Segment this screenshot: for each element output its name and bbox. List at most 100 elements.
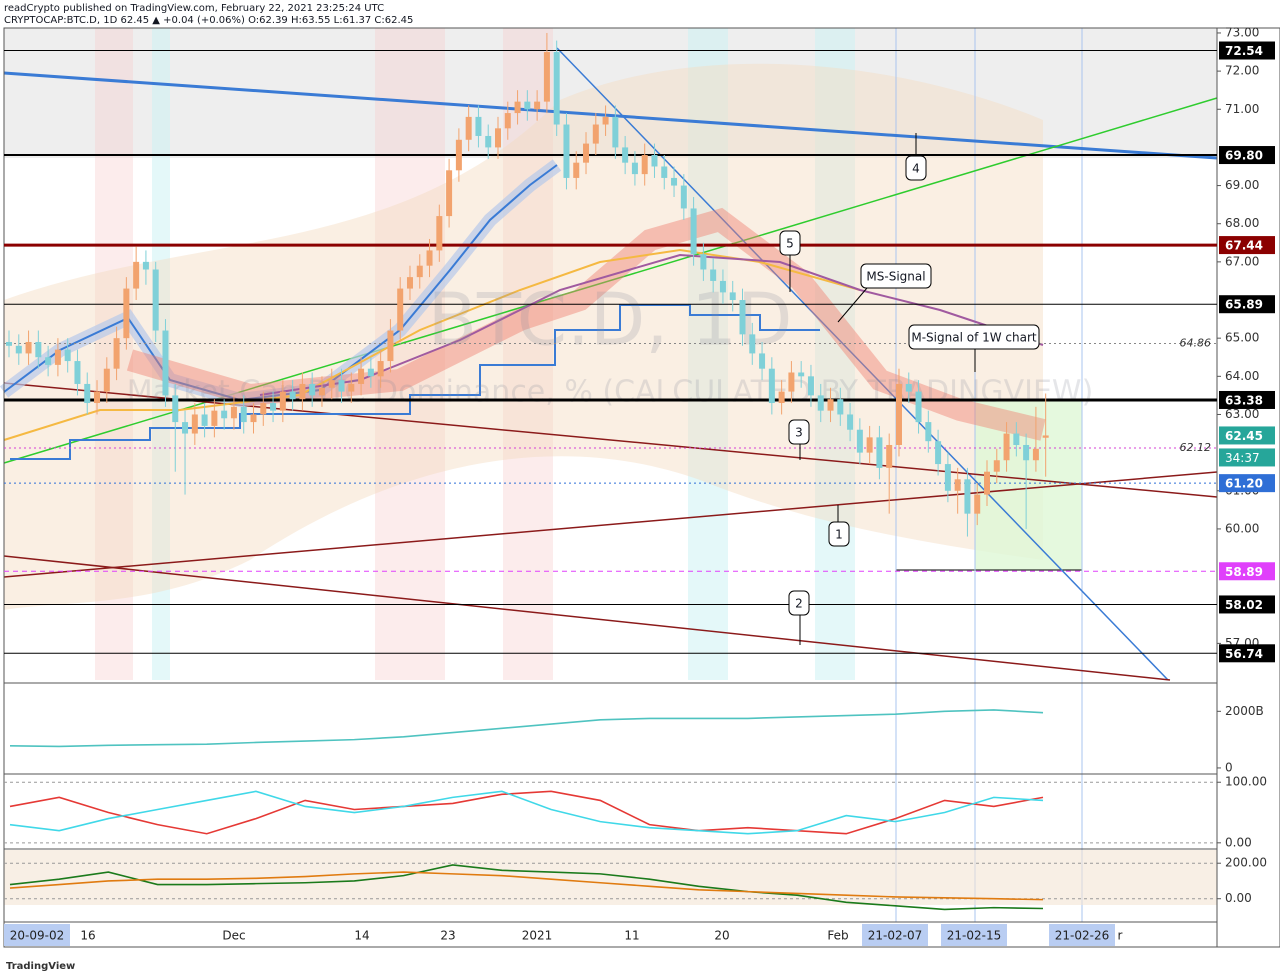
candle-body: [719, 280, 726, 293]
candle-body: [612, 116, 619, 148]
y-tick-label: 71.00: [1225, 102, 1259, 116]
candle-body: [534, 101, 541, 110]
candle-body: [328, 380, 335, 388]
watermark-subtitle: Market Cap BTC Dominance, % (CALCULATED …: [127, 375, 1094, 410]
trend-line: [3, 71, 1218, 160]
candle-body: [895, 383, 902, 445]
candle-body: [866, 437, 873, 453]
price-label-box: [1219, 595, 1275, 614]
candle-body: [348, 383, 355, 392]
candle-body: [583, 143, 590, 163]
callout-box: [908, 324, 1040, 350]
candle-body: [543, 52, 550, 102]
candle-body: [377, 361, 384, 377]
trend-line: [3, 382, 1218, 498]
price-label-box: [1219, 426, 1275, 445]
candle-body: [15, 345, 22, 354]
candle-body: [622, 147, 629, 163]
indicator-line: [9, 864, 1044, 911]
date-label-box: [862, 924, 928, 946]
callout-box: [860, 263, 932, 289]
trend-line: [556, 47, 1169, 681]
price-label: 69.80: [1225, 149, 1263, 163]
candle-body: [74, 361, 81, 384]
x-tick-label: 20: [714, 929, 729, 943]
x-tick-label: 16: [80, 929, 95, 943]
callout-box: [905, 155, 927, 181]
date-label-box: [4, 924, 70, 946]
candle-body: [993, 460, 1000, 472]
candle-body: [1032, 448, 1039, 461]
candle-body: [84, 383, 91, 404]
indicator-line: [9, 790, 1044, 835]
callout-box: [828, 521, 850, 547]
indicator-line: [9, 709, 1044, 748]
ma-line: [259, 253, 1044, 396]
x-tick-label: Feb: [827, 929, 848, 943]
signal-step-line: [10, 304, 820, 460]
candle-body: [964, 479, 971, 514]
candle-body: [485, 135, 492, 148]
x-tick-label: 14: [354, 929, 369, 943]
callout-box: [788, 590, 810, 616]
candle-body: [837, 399, 844, 415]
candle-body: [563, 124, 570, 178]
frame: [3, 27, 1280, 948]
candle-body: [211, 410, 218, 426]
ma-line: [3, 248, 861, 441]
watermark: BTC.D, 1D: [428, 278, 793, 362]
candle-body: [847, 414, 854, 430]
y-tick-label: 64.00: [1225, 369, 1259, 383]
candle-body: [749, 334, 756, 354]
candle-body: [1003, 433, 1010, 461]
candle-body: [886, 444, 893, 468]
candle-body: [768, 368, 775, 404]
candle-body: [103, 368, 110, 392]
price-label: 62.45: [1225, 429, 1263, 443]
callout-text: 2: [795, 597, 803, 611]
candle-body: [230, 406, 237, 419]
candle-body: [299, 383, 306, 400]
candle-body: [416, 265, 423, 278]
price-label: 63.38: [1225, 393, 1263, 407]
indicator-line: [9, 871, 1044, 901]
price-label-box: [1219, 390, 1275, 409]
candle-body: [1013, 433, 1020, 445]
footer-logo: TradingView: [6, 961, 75, 972]
candle-body: [690, 208, 697, 255]
candle-body: [172, 395, 179, 423]
candle-body: [426, 250, 433, 266]
panel-y-tick-label: 0.00: [1225, 891, 1252, 905]
candle-body: [6, 341, 12, 346]
candle-body: [94, 391, 101, 404]
price-label-box: [1219, 562, 1275, 581]
callout-text: 5: [786, 237, 794, 251]
level-label: 62.12: [1180, 441, 1212, 454]
candle-body: [974, 494, 981, 514]
candle-body: [954, 479, 961, 491]
candle-body: [856, 429, 863, 453]
candle-body: [64, 349, 71, 362]
x-tick-label: 20-09-02: [10, 929, 64, 943]
trend-line: [3, 555, 1171, 681]
oscillator-zone: [4, 850, 1217, 905]
y-tick-label: 65.00: [1225, 331, 1259, 345]
candle-body: [573, 162, 580, 178]
candle-body: [270, 403, 277, 411]
candle-body: [759, 353, 766, 369]
date-label-box: [1049, 924, 1115, 946]
candle-body: [778, 391, 785, 404]
callout-box: [779, 230, 801, 256]
candle-body: [504, 113, 511, 129]
price-label: 61.20: [1225, 477, 1263, 491]
price-label-box: [1219, 41, 1275, 60]
candle-body: [113, 338, 120, 369]
candle-body: [387, 330, 394, 362]
candle-body: [905, 383, 912, 392]
ribbon-band: [4, 63, 1043, 611]
x-tick-label: r: [1118, 929, 1123, 943]
candle-body: [925, 422, 932, 442]
x-tick-label: Dec: [222, 929, 245, 943]
candle-body: [700, 254, 707, 270]
